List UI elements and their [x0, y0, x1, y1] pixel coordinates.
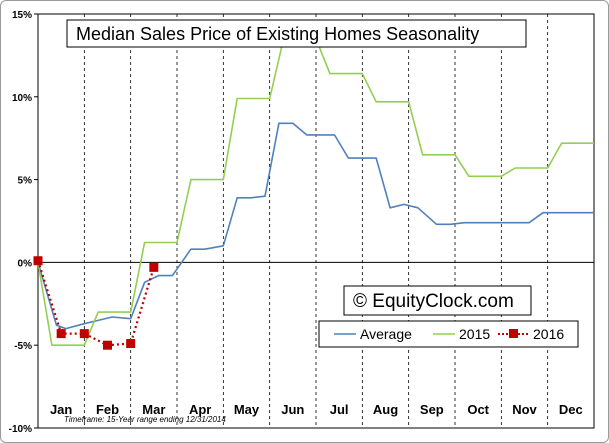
data-point-2016	[103, 340, 112, 350]
x-tick-label: Aug	[373, 402, 398, 417]
x-tick-label: May	[234, 402, 260, 417]
data-point-2016	[149, 262, 159, 272]
legend-label-2015: 2015	[459, 326, 490, 342]
legend-label-average: Average	[360, 326, 412, 342]
watermark-text: © EquityClock.com	[353, 291, 514, 312]
data-point-2016	[33, 256, 43, 266]
y-tick-label: 15%	[12, 10, 32, 21]
x-tick-label: Sep	[420, 402, 444, 417]
x-tick-label: Jan	[50, 402, 72, 417]
x-tick-label: Mar	[142, 402, 165, 417]
chart-title-box: Median Sales Price of Existing Homes Sea…	[66, 19, 527, 48]
footnote: Timeframe: 15-Year range ending 12/31/20…	[64, 415, 226, 424]
y-tick-label: 0%	[18, 258, 33, 269]
x-tick-label: Apr	[189, 402, 211, 417]
data-point-2016	[126, 339, 136, 349]
y-axis-ticks: 15% 10% 5% 0% -5% -10%	[9, 10, 38, 435]
x-tick-label: Jul	[330, 402, 349, 417]
data-point-2016	[56, 329, 66, 339]
x-tick-label: Dec	[559, 402, 583, 417]
y-tick-label: 10%	[12, 93, 32, 104]
x-axis-ticks: Jan Feb Mar Apr May Jun Jul Aug Sep Oct Nov Dec	[50, 402, 583, 417]
legend-label-2016: 2016	[533, 326, 564, 342]
series-line-average	[37, 122, 594, 330]
x-tick-label: Nov	[512, 402, 537, 417]
watermark-box: © EquityClock.com	[343, 285, 532, 316]
y-tick-label: 5%	[18, 176, 33, 187]
y-tick-label: -5%	[14, 341, 32, 352]
legend-marker-2016	[509, 329, 518, 338]
x-tick-label: Oct	[467, 402, 489, 417]
x-tick-label: Jun	[281, 402, 304, 417]
data-point-2016	[79, 329, 89, 339]
chart-title: Median Sales Price of Existing Homes Sea…	[76, 24, 479, 44]
legend: Average 2015 2016	[318, 320, 579, 348]
x-tick-label: Feb	[96, 402, 119, 417]
y-tick-label: -10%	[9, 424, 32, 435]
gridlines	[38, 14, 594, 428]
